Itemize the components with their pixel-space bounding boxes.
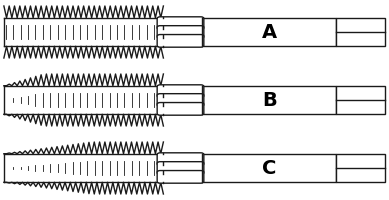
FancyBboxPatch shape (157, 85, 204, 97)
FancyBboxPatch shape (157, 103, 204, 115)
Bar (202, 86, 336, 114)
Bar (336, 154, 385, 182)
Bar (336, 86, 385, 114)
Bar (336, 18, 385, 46)
FancyBboxPatch shape (157, 153, 204, 165)
Text: B: B (262, 90, 277, 110)
FancyBboxPatch shape (157, 171, 204, 183)
FancyBboxPatch shape (157, 26, 204, 38)
FancyBboxPatch shape (157, 162, 204, 174)
FancyBboxPatch shape (157, 35, 204, 47)
FancyBboxPatch shape (157, 94, 204, 106)
FancyBboxPatch shape (157, 17, 204, 29)
Text: C: C (262, 158, 277, 178)
Bar (202, 18, 336, 46)
Bar (202, 154, 336, 182)
Text: A: A (262, 22, 277, 42)
